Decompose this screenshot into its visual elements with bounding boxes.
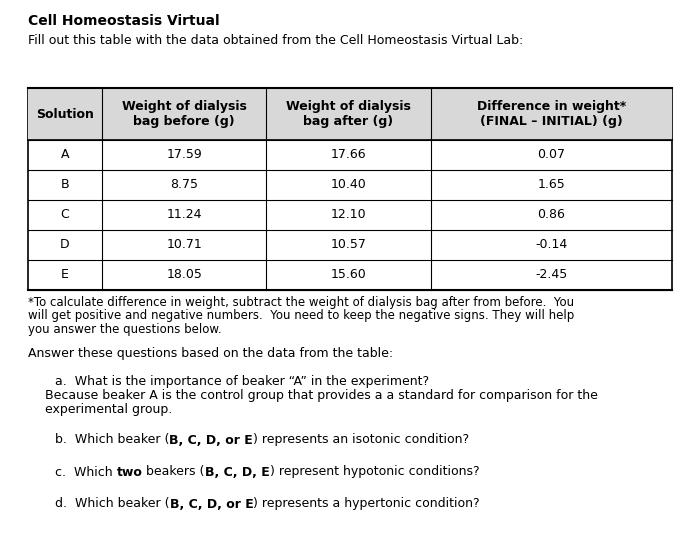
- Text: 18.05: 18.05: [166, 269, 202, 282]
- Text: b.  Which beaker (: b. Which beaker (: [55, 433, 169, 446]
- Text: Weight of dialysis
bag after (g): Weight of dialysis bag after (g): [286, 100, 411, 128]
- Text: 0.86: 0.86: [538, 209, 565, 221]
- Text: will get positive and negative numbers.  You need to keep the negative signs. Th: will get positive and negative numbers. …: [28, 310, 574, 323]
- Text: 11.24: 11.24: [167, 209, 202, 221]
- Text: D: D: [60, 239, 70, 251]
- Bar: [28, 88, 672, 140]
- Text: two: two: [117, 465, 143, 479]
- Text: Fill out this table with the data obtained from the Cell Homeostasis Virtual Lab: Fill out this table with the data obtain…: [28, 34, 524, 47]
- Text: Cell Homeostasis Virtual: Cell Homeostasis Virtual: [28, 14, 220, 28]
- Text: ) represents a hypertonic condition?: ) represents a hypertonic condition?: [253, 498, 480, 511]
- Text: 1.65: 1.65: [538, 179, 565, 191]
- Text: experimental group.: experimental group.: [45, 403, 172, 416]
- Text: beakers (: beakers (: [143, 465, 205, 479]
- Text: Difference in weight*
(FINAL – INITIAL) (g): Difference in weight* (FINAL – INITIAL) …: [477, 100, 626, 128]
- Text: 17.66: 17.66: [330, 148, 366, 161]
- Text: Solution: Solution: [36, 107, 94, 120]
- Text: 10.57: 10.57: [330, 239, 366, 251]
- Text: 0.07: 0.07: [538, 148, 566, 161]
- Text: B, C, D, or E: B, C, D, or E: [169, 433, 253, 446]
- Text: 15.60: 15.60: [330, 269, 366, 282]
- Text: -0.14: -0.14: [535, 239, 568, 251]
- Text: ) represent hypotonic conditions?: ) represent hypotonic conditions?: [270, 465, 480, 479]
- Text: Answer these questions based on the data from the table:: Answer these questions based on the data…: [28, 347, 393, 360]
- Text: you answer the questions below.: you answer the questions below.: [28, 323, 222, 336]
- Text: 8.75: 8.75: [170, 179, 198, 191]
- Text: -2.45: -2.45: [535, 269, 568, 282]
- Text: *To calculate difference in weight, subtract the weight of dialysis bag after fr: *To calculate difference in weight, subt…: [28, 296, 574, 309]
- Text: B, C, D, or E: B, C, D, or E: [169, 498, 253, 511]
- Text: C: C: [61, 209, 69, 221]
- Text: Because beaker A is the control group that provides a a standard for comparison : Because beaker A is the control group th…: [45, 390, 598, 403]
- Text: d.  Which beaker (: d. Which beaker (: [55, 498, 169, 511]
- Text: B: B: [61, 179, 69, 191]
- Text: 12.10: 12.10: [330, 209, 366, 221]
- Text: a.  What is the importance of beaker “A” in the experiment?: a. What is the importance of beaker “A” …: [55, 374, 429, 387]
- Text: 17.59: 17.59: [167, 148, 202, 161]
- Text: ) represents an isotonic condition?: ) represents an isotonic condition?: [253, 433, 469, 446]
- Text: B, C, D, E: B, C, D, E: [205, 465, 270, 479]
- Text: E: E: [61, 269, 69, 282]
- Bar: [28, 88, 672, 290]
- Text: 10.71: 10.71: [167, 239, 202, 251]
- Text: c.  Which: c. Which: [55, 465, 117, 479]
- Text: Weight of dialysis
bag before (g): Weight of dialysis bag before (g): [122, 100, 246, 128]
- Text: 10.40: 10.40: [330, 179, 366, 191]
- Text: A: A: [61, 148, 69, 161]
